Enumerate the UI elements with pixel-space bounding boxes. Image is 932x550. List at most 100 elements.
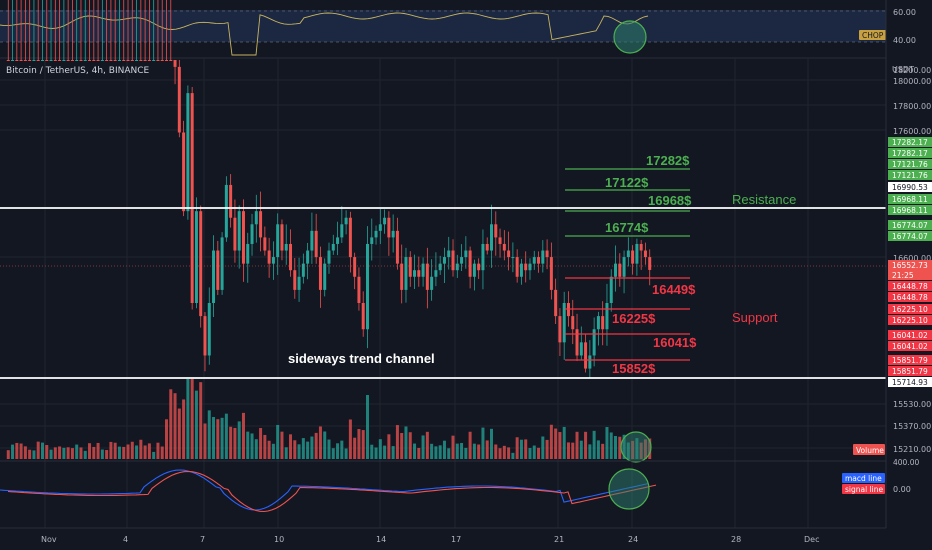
- currency-label: USDT: [892, 65, 914, 74]
- candle-body: [511, 257, 515, 259]
- candle-body: [45, 60, 49, 61]
- countdown-tag: 21:25: [892, 271, 914, 280]
- volume-bar: [490, 428, 493, 459]
- candle-body: [62, 60, 66, 61]
- time-label-24: 24: [628, 535, 638, 544]
- candle-body: [635, 243, 639, 264]
- candle-body: [643, 250, 647, 258]
- red-price-tag: 16448.78: [892, 282, 928, 291]
- candle-body: [348, 217, 352, 258]
- candle-body: [314, 230, 318, 258]
- volume-bar: [105, 450, 109, 459]
- red-price-tag: 15851.79: [892, 367, 928, 376]
- candle-body: [301, 263, 305, 277]
- volume-bar: [165, 419, 168, 459]
- candle-body: [592, 329, 596, 356]
- candle-body: [460, 257, 464, 264]
- volume-bar: [122, 446, 126, 459]
- green-price-tag-bg: [888, 205, 932, 215]
- volume-bar: [254, 439, 258, 459]
- volume-bar: [182, 399, 186, 459]
- volume-bar: [250, 433, 254, 459]
- candle-body: [485, 243, 489, 251]
- volume-bar: [336, 443, 340, 459]
- candle-body: [126, 60, 130, 61]
- volume-bar: [109, 441, 113, 459]
- volume-bar: [310, 436, 314, 459]
- time-axis: Nov 4 7 10 14 17 21 24 28 Dec: [41, 535, 819, 544]
- volume-bar: [169, 389, 173, 459]
- candle-body: [160, 60, 164, 61]
- volume-bar: [194, 390, 198, 459]
- volume-bar: [139, 439, 143, 459]
- candle-body: [113, 60, 117, 61]
- chop-highlight-circle: [613, 20, 647, 54]
- volume-bar: [100, 449, 104, 459]
- candle-body: [378, 224, 382, 231]
- candle-body: [391, 230, 395, 238]
- candle-body: [481, 243, 485, 271]
- level-text-16774: 16774$: [605, 220, 649, 235]
- candle-body: [498, 237, 502, 244]
- candle-body: [109, 60, 113, 61]
- resistance-label: Resistance: [732, 192, 796, 207]
- candle-body: [36, 60, 40, 61]
- candle-body: [11, 60, 15, 61]
- candle-body: [408, 257, 412, 277]
- volume-bar: [481, 427, 485, 459]
- volume-bar: [233, 427, 237, 459]
- candle-body: [451, 250, 455, 271]
- candle-body: [605, 302, 609, 330]
- volume-bar: [417, 447, 421, 459]
- volume-bar: [40, 442, 44, 459]
- candle-body: [216, 250, 220, 290]
- green-price-tag-bg: [888, 194, 932, 204]
- candle-body: [648, 257, 652, 270]
- volume-bar: [374, 447, 378, 459]
- candle-body: [276, 224, 280, 258]
- candle-body: [442, 257, 446, 264]
- volume-bar: [75, 444, 79, 459]
- volume-bar: [49, 449, 53, 459]
- candle-body: [6, 60, 10, 61]
- candle-body: [19, 60, 23, 61]
- candle-body: [212, 250, 216, 303]
- volume-bar: [413, 443, 417, 459]
- time-label-4: 4: [123, 535, 128, 544]
- candle-body: [370, 237, 374, 244]
- volume-bar: [246, 431, 250, 459]
- volume-bar: [224, 413, 228, 459]
- red-price-tag-bg: [888, 304, 932, 314]
- candle-body: [194, 211, 198, 303]
- candle-body: [88, 60, 92, 61]
- candle-body: [472, 263, 476, 277]
- white-price-tag-bg: [888, 182, 932, 192]
- time-label-14: 14: [376, 535, 386, 544]
- time-label-21: 21: [554, 535, 564, 544]
- time-label-nov: Nov: [41, 535, 57, 544]
- candle-body: [464, 250, 468, 258]
- red-price-tag: 16225.10: [892, 316, 928, 325]
- volume-highlight-circle: [620, 431, 652, 463]
- green-price-tag-bg: [888, 159, 932, 169]
- candle-body: [400, 263, 404, 290]
- level-text-16968: 16968$: [648, 193, 692, 208]
- candle-body: [289, 243, 293, 271]
- volume-bar: [494, 444, 498, 459]
- red-price-tag-bg: [888, 330, 932, 340]
- red-price-tag: 16225.10: [892, 305, 928, 314]
- candle-body: [156, 60, 160, 61]
- signal-badge-label: signal line: [845, 485, 883, 494]
- volume-bar: [524, 439, 528, 459]
- volume-bar: [545, 439, 549, 459]
- level-text-15852: 15852$: [612, 361, 656, 376]
- candle-body: [532, 257, 536, 264]
- chop-level-60: 60.00: [893, 8, 916, 17]
- candle-body: [267, 250, 271, 264]
- red-price-tag: 16041.02: [892, 342, 928, 351]
- volume-bar: [562, 426, 566, 459]
- candle-body: [357, 276, 361, 303]
- candle-body: [135, 60, 139, 61]
- candle-body: [571, 316, 575, 330]
- volume-bar: [361, 430, 365, 459]
